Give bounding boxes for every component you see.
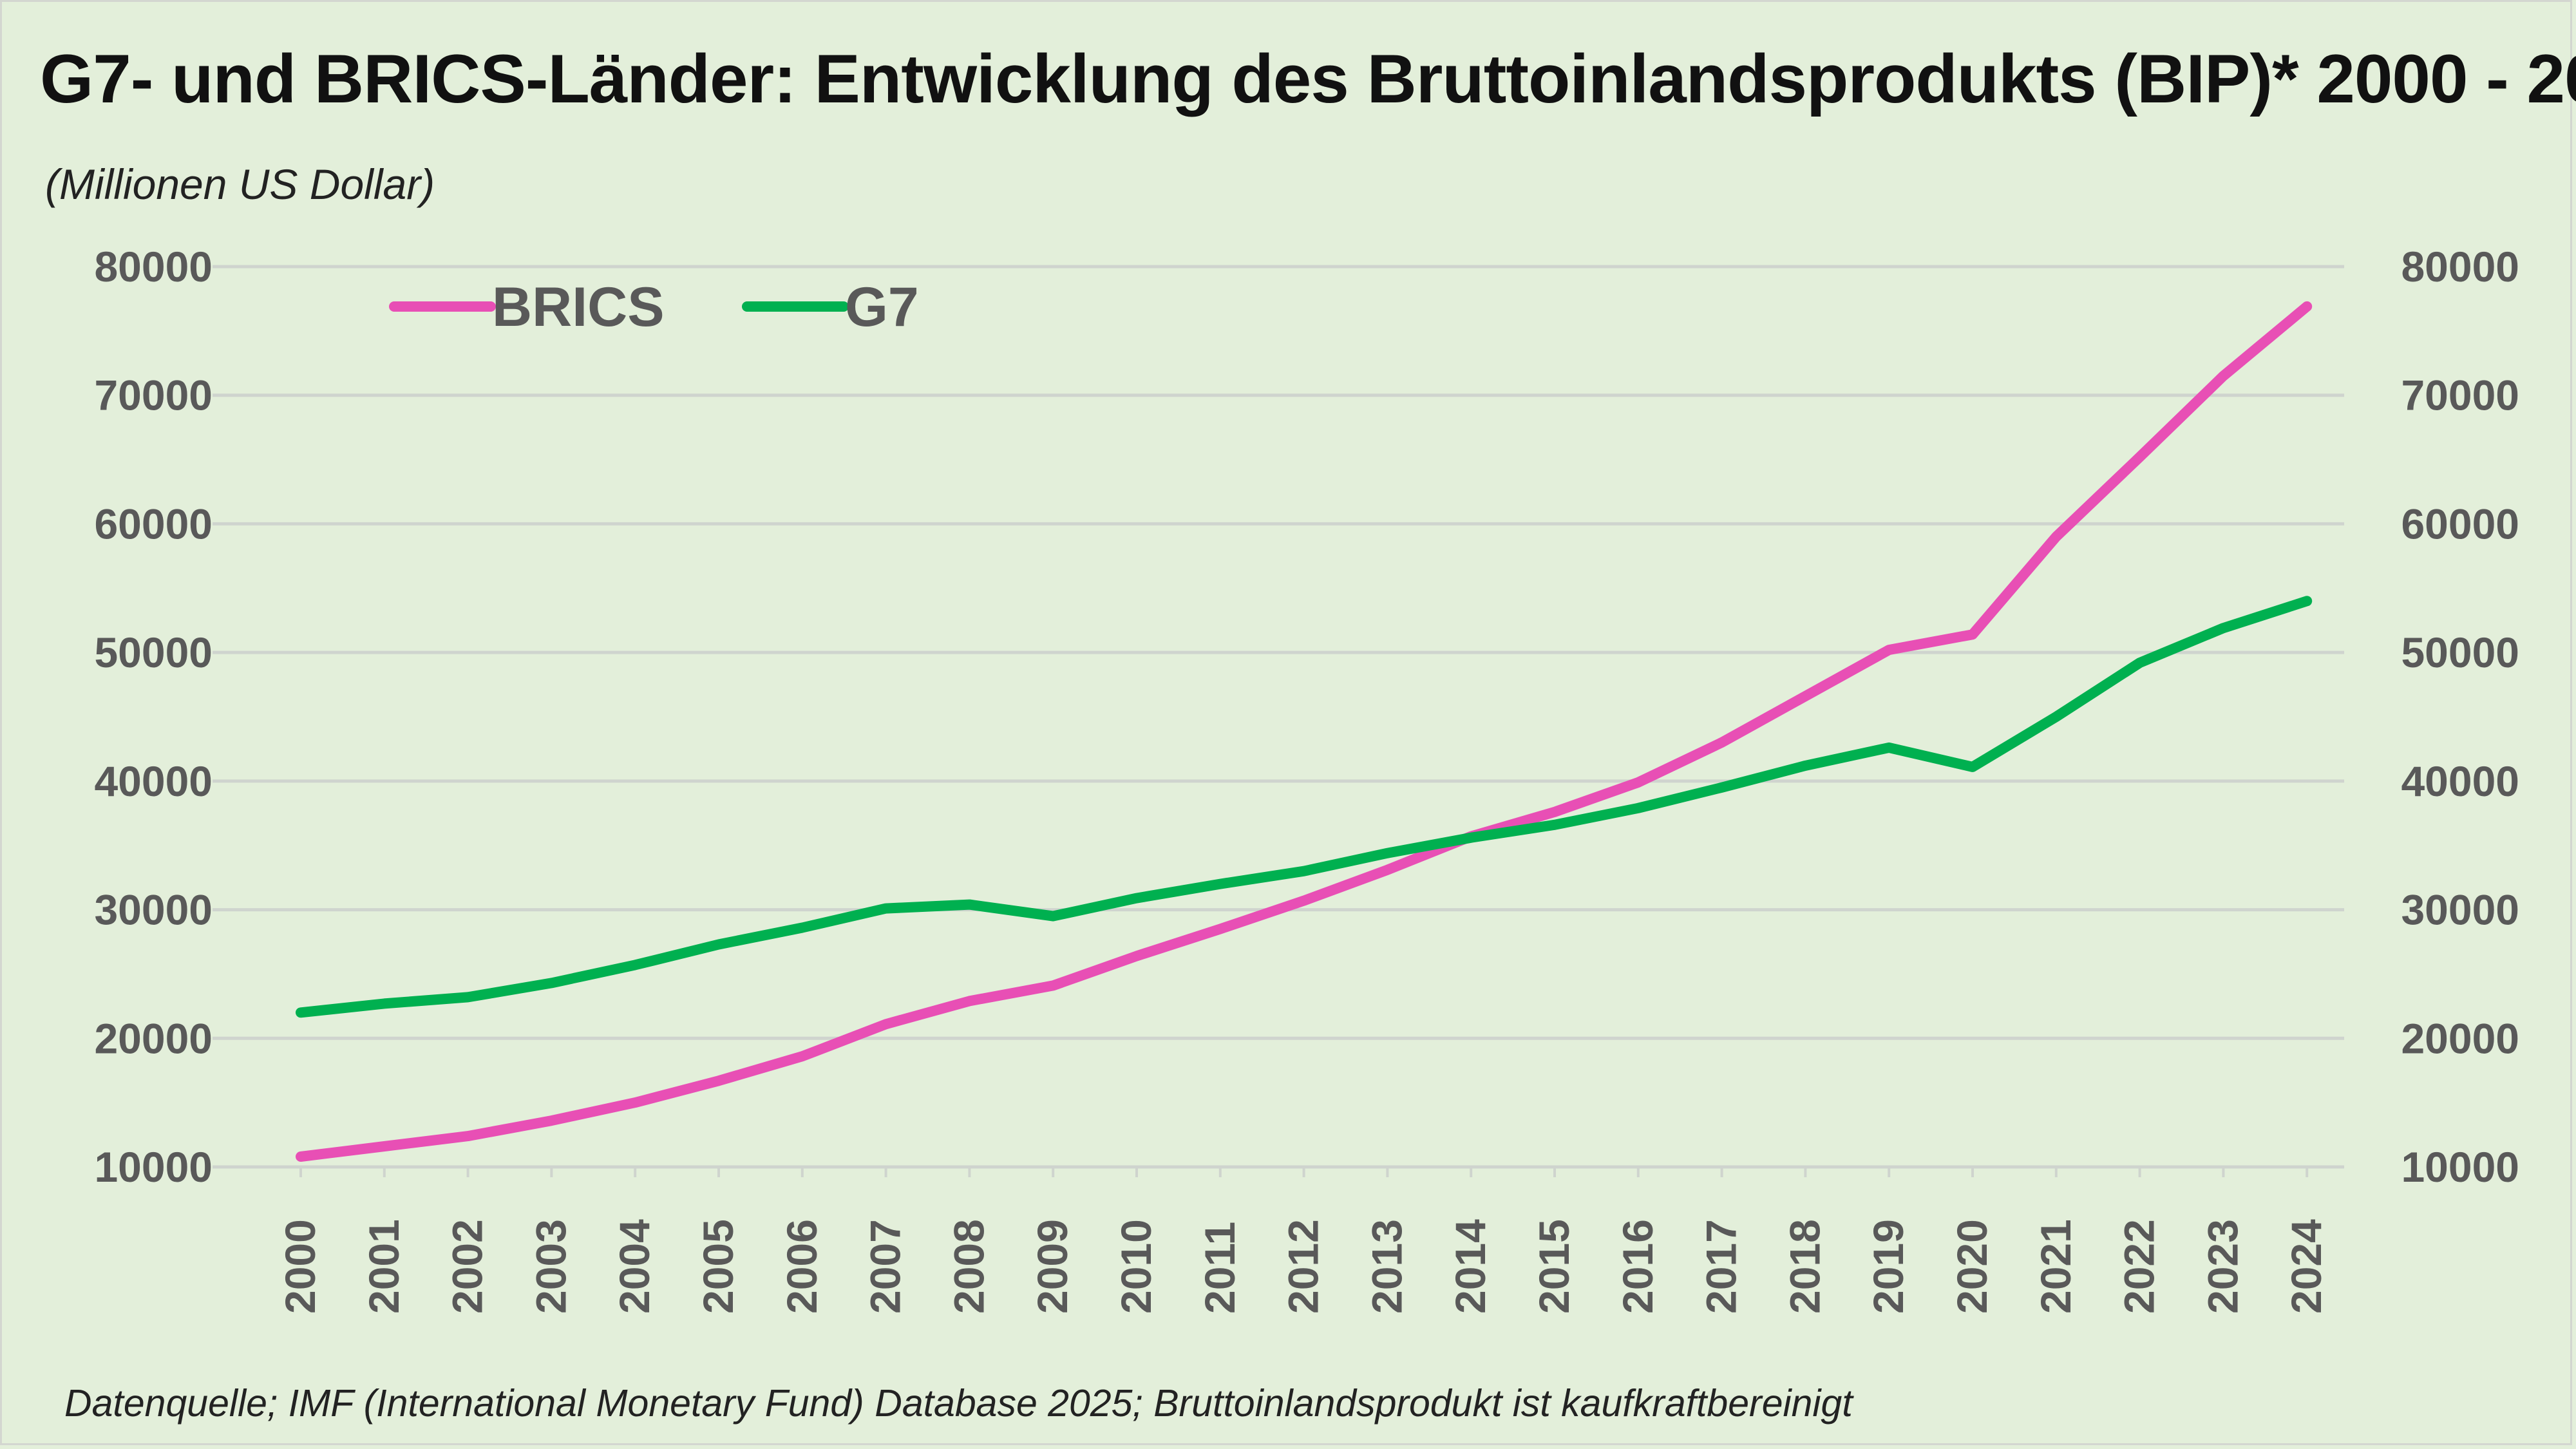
y-tick-label-left: 40000 [94,757,213,805]
chart-title: G7- und BRICS-Länder: Entwicklung des Br… [40,40,2576,117]
y-tick-label-right: 60000 [2401,500,2519,547]
y-tick-label-left: 30000 [94,886,213,934]
x-tick-label: 2015 [1530,1219,1578,1314]
x-tick-label: 2008 [945,1219,992,1314]
y-tick-label-right: 10000 [2401,1143,2519,1191]
x-tick-label: 2012 [1280,1219,1327,1314]
legend-label-brics: BRICS [492,276,665,338]
y-tick-label-right: 20000 [2401,1014,2519,1062]
legend: BRICS G7 [389,276,919,338]
x-tick-label: 2019 [1864,1219,1912,1314]
y-tick-label-right: 40000 [2401,757,2519,805]
x-tick-label: 2023 [2199,1219,2246,1314]
y-axis-right: 10000 20000 30000 40000 50000 60000 70000 80000 [2401,243,2519,1191]
x-tick-label: 2003 [527,1219,574,1314]
x-tick-label: 2013 [1363,1219,1410,1314]
x-tick-label: 2002 [444,1219,491,1314]
y-tick-label-left: 80000 [94,243,213,290]
x-tick-label: 2001 [360,1219,408,1314]
x-tick-label: 2007 [862,1219,909,1314]
y-axis-unit-label: (Millionen US Dollar) [45,160,435,208]
y-tick-label-right: 70000 [2401,372,2519,419]
y-tick-label-left: 60000 [94,500,213,547]
x-tick-label: 2021 [2032,1219,2079,1314]
y-tick-label-left: 20000 [94,1014,213,1062]
source-note: Datenquelle; IMF (International Monetary… [64,1382,1853,1425]
x-axis: 2000 2001 2002 2003 2004 2005 2006 2007 2008 2009… [276,1167,2330,1314]
x-tick-label: 2020 [1948,1219,1996,1314]
x-tick-label: 2005 [694,1219,742,1314]
y-tick-label-right: 30000 [2401,886,2519,934]
x-tick-label: 2016 [1614,1219,1662,1314]
series-line-brics [296,301,2313,1162]
series-line-g7 [296,596,2313,1018]
x-tick-label: 2018 [1781,1219,1828,1314]
gridlines [213,265,2344,1169]
x-tick-label: 2014 [1446,1219,1494,1314]
y-axis-left: 10000 20000 30000 40000 50000 60000 70000 80000 [94,243,213,1191]
y-tick-label-left: 50000 [94,629,213,676]
x-tick-label: 2004 [611,1219,658,1314]
y-tick-label-left: 10000 [94,1143,213,1191]
y-tick-label-right: 80000 [2401,243,2519,290]
x-tick-label: 2024 [2282,1219,2330,1314]
x-tick-label: 2010 [1112,1219,1160,1314]
y-tick-label-right: 50000 [2401,629,2519,676]
x-tick-label: 2009 [1028,1219,1076,1314]
x-tick-label: 2022 [2116,1219,2163,1314]
x-tick-label: 2011 [1196,1222,1244,1314]
legend-label-g7: G7 [845,276,919,338]
y-tick-label-left: 70000 [94,372,213,419]
x-tick-label: 2000 [276,1219,324,1314]
x-tick-label: 2006 [778,1219,826,1314]
x-tick-label: 2017 [1698,1219,1745,1314]
series-lines [296,301,2313,1162]
